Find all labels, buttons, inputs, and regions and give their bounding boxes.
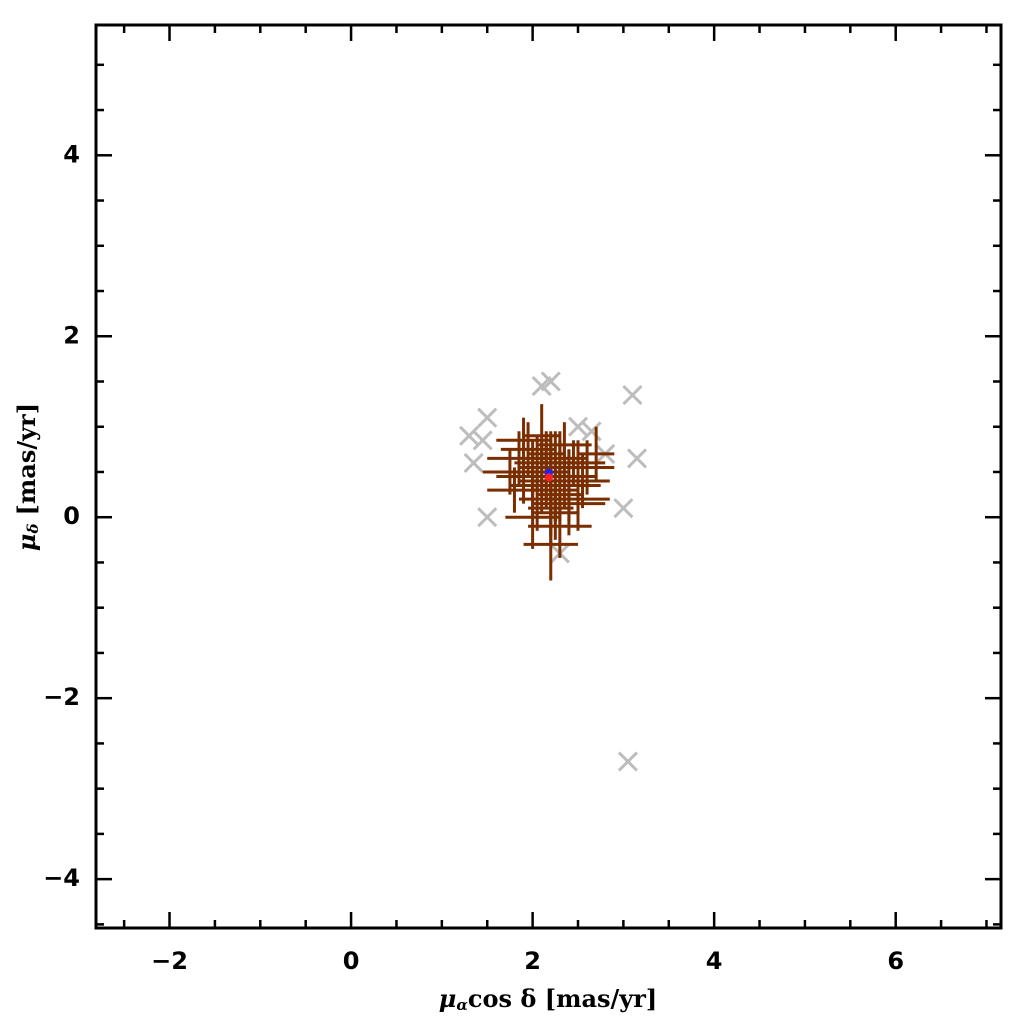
x-tick-label: 4 bbox=[706, 947, 723, 975]
non-member-point bbox=[477, 507, 498, 528]
x-tick-label: −2 bbox=[151, 947, 188, 975]
non-member-point bbox=[613, 498, 634, 519]
plot-frame bbox=[94, 23, 1003, 930]
non-member-point bbox=[540, 371, 561, 392]
non-member-point bbox=[463, 452, 484, 473]
non-member-point bbox=[567, 416, 589, 437]
x-axis-label: μαcos δ [mas/yr] bbox=[439, 984, 658, 1015]
x-label-sub: α bbox=[456, 996, 468, 1014]
x-tick-label: 0 bbox=[343, 947, 360, 975]
y-tick-label: −4 bbox=[43, 864, 80, 892]
non-member-point bbox=[477, 407, 498, 428]
y-label-sub: δ bbox=[24, 523, 42, 534]
x-label-symbol: μ bbox=[439, 984, 457, 1013]
y-label-text: [mas/yr] bbox=[12, 403, 41, 516]
x-label-text: cos δ [mas/yr] bbox=[468, 984, 657, 1013]
y-axis-label: μδ [mas/yr] bbox=[12, 403, 43, 551]
non-member-point bbox=[581, 421, 602, 442]
non-member-point bbox=[472, 430, 493, 451]
non-member-point bbox=[626, 448, 648, 469]
y-tick-label: 0 bbox=[63, 502, 80, 530]
y-tick-label: 4 bbox=[63, 140, 80, 168]
x-tick-label: 2 bbox=[524, 947, 541, 975]
y-label-symbol: μ bbox=[12, 533, 41, 551]
non-member-point bbox=[622, 385, 643, 406]
y-tick-label: −2 bbox=[43, 683, 80, 711]
non-member-point bbox=[459, 425, 480, 446]
mean-point bbox=[544, 473, 553, 482]
non-member-point bbox=[617, 751, 638, 772]
y-tick-label: 2 bbox=[63, 321, 80, 349]
x-tick-label: 6 bbox=[887, 947, 904, 975]
